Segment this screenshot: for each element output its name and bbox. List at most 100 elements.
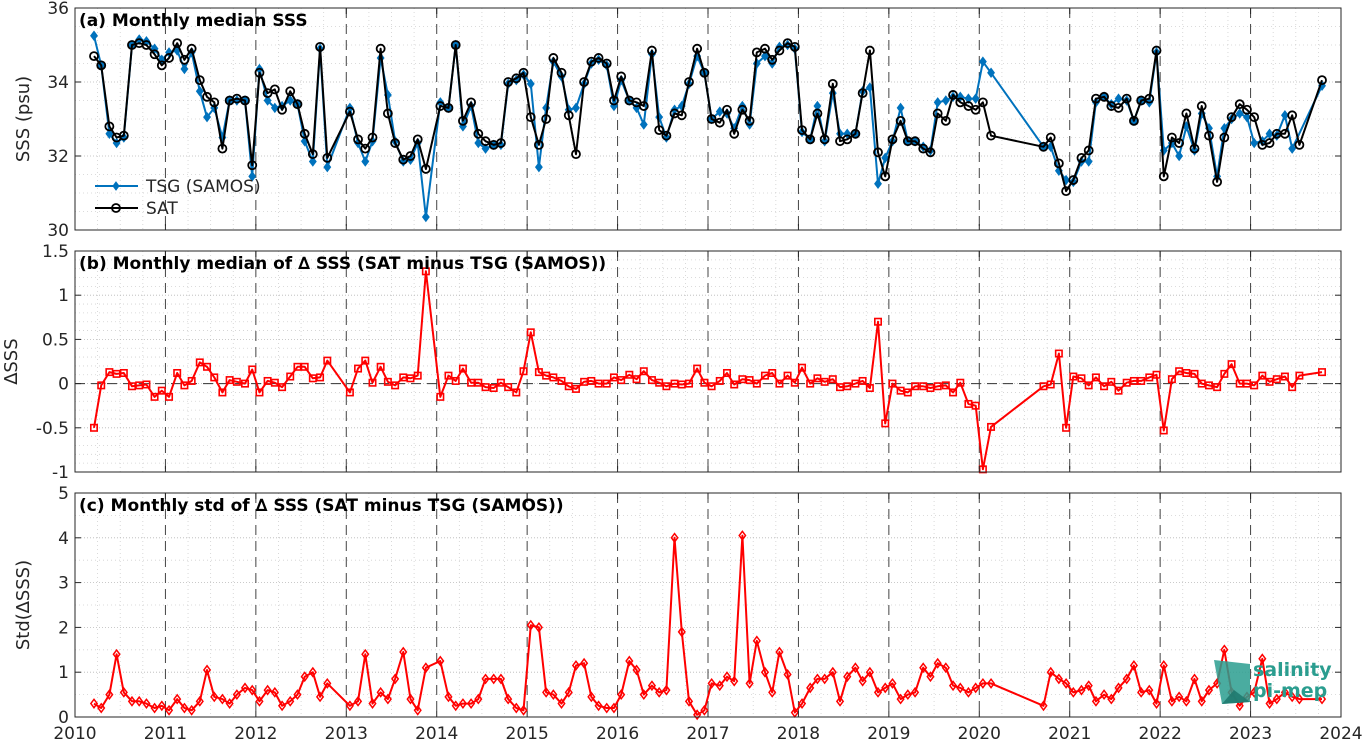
data-point bbox=[805, 134, 816, 145]
data-point bbox=[504, 693, 513, 705]
data-point bbox=[880, 171, 891, 182]
data-point bbox=[864, 45, 875, 56]
data-point bbox=[722, 671, 732, 683]
data-point bbox=[436, 392, 445, 401]
data-point bbox=[677, 626, 686, 638]
data-point bbox=[1317, 693, 1327, 705]
data-point bbox=[887, 134, 898, 145]
data-point bbox=[625, 370, 634, 379]
data-point bbox=[699, 67, 710, 78]
data-point bbox=[647, 45, 657, 56]
data-point bbox=[1069, 372, 1078, 381]
data-point bbox=[948, 90, 958, 100]
data-point bbox=[631, 97, 642, 108]
data-point bbox=[481, 673, 490, 685]
data-point bbox=[1166, 132, 1177, 143]
data-point bbox=[496, 673, 506, 685]
data-point bbox=[571, 149, 581, 160]
data-point bbox=[173, 368, 182, 377]
data-point bbox=[503, 77, 514, 87]
data-point bbox=[684, 77, 694, 87]
data-point bbox=[421, 211, 430, 223]
legend-label: TSG (SAMOS) bbox=[145, 177, 261, 197]
data-point bbox=[1219, 132, 1230, 143]
data-point bbox=[322, 152, 333, 163]
data-point bbox=[1204, 130, 1214, 141]
data-point bbox=[300, 362, 309, 371]
data-point bbox=[798, 363, 807, 372]
data-point bbox=[874, 317, 883, 326]
data-point bbox=[888, 677, 897, 689]
data-point bbox=[202, 664, 212, 676]
data-point bbox=[150, 702, 159, 714]
data-point bbox=[149, 49, 160, 60]
data-point bbox=[767, 54, 778, 65]
data-point bbox=[150, 392, 159, 401]
data-point bbox=[323, 161, 332, 173]
data-point bbox=[843, 382, 852, 391]
y-tick-label: 32 bbox=[47, 147, 69, 167]
data-point bbox=[1175, 150, 1184, 162]
data-point bbox=[225, 376, 234, 385]
data-point bbox=[715, 376, 724, 385]
data-point bbox=[1152, 698, 1161, 710]
y-axis-label: Std(∆SSS) bbox=[13, 560, 34, 650]
data-point bbox=[1174, 138, 1185, 148]
panel-a: 30 32 34 36 SSS (psu) (a) Monthly median SSS T… bbox=[13, 0, 1342, 241]
data-point bbox=[1234, 99, 1245, 110]
data-point bbox=[118, 130, 129, 141]
data-point bbox=[367, 132, 378, 143]
data-point bbox=[964, 686, 973, 698]
data-point bbox=[300, 671, 309, 683]
data-point bbox=[933, 97, 942, 108]
data-point bbox=[819, 134, 830, 145]
data-point bbox=[911, 382, 920, 391]
data-point bbox=[707, 677, 716, 689]
y-tick-label: 0 bbox=[58, 708, 69, 728]
data-point bbox=[1182, 695, 1191, 707]
data-point bbox=[127, 695, 137, 707]
data-point bbox=[1046, 380, 1055, 389]
x-tick-label: 2019 bbox=[867, 724, 910, 744]
data-point bbox=[1061, 186, 1071, 197]
data-point bbox=[594, 379, 603, 388]
data-point bbox=[670, 532, 679, 544]
y-tick-label: -0.5 bbox=[36, 419, 69, 439]
panel-title: (c) Monthly std of ∆ SSS (SAT minus TSG … bbox=[79, 496, 564, 516]
data-point bbox=[263, 684, 272, 696]
data-point bbox=[737, 104, 748, 115]
data-point bbox=[896, 102, 905, 114]
data-point bbox=[127, 382, 136, 391]
data-point bbox=[180, 63, 189, 75]
series-0 bbox=[89, 530, 1327, 721]
data-point bbox=[1175, 367, 1184, 376]
data-point bbox=[1265, 698, 1274, 710]
data-point bbox=[345, 700, 354, 712]
data-point bbox=[1114, 682, 1123, 694]
data-point bbox=[1212, 176, 1223, 187]
data-point bbox=[345, 388, 354, 397]
data-point bbox=[89, 51, 99, 61]
data-point bbox=[480, 136, 491, 147]
data-point bbox=[700, 704, 709, 716]
data-point bbox=[307, 149, 318, 160]
data-point bbox=[1242, 104, 1252, 115]
x-tick-label: 2015 bbox=[506, 724, 549, 744]
data-point bbox=[738, 375, 747, 384]
data-point bbox=[873, 686, 883, 698]
data-point bbox=[896, 693, 905, 705]
y-tick-label: 5 bbox=[58, 484, 69, 504]
x-tick-label: 2013 bbox=[325, 724, 368, 744]
data-point bbox=[858, 675, 867, 687]
data-point bbox=[586, 56, 597, 67]
data-point bbox=[587, 691, 596, 703]
data-point bbox=[270, 102, 279, 114]
y-tick-label: 1 bbox=[58, 286, 69, 306]
data-point bbox=[405, 151, 416, 161]
logo-mark bbox=[1214, 660, 1250, 704]
data-point bbox=[745, 677, 754, 689]
data-point bbox=[910, 136, 920, 147]
data-point bbox=[933, 382, 942, 391]
data-point bbox=[444, 691, 453, 703]
